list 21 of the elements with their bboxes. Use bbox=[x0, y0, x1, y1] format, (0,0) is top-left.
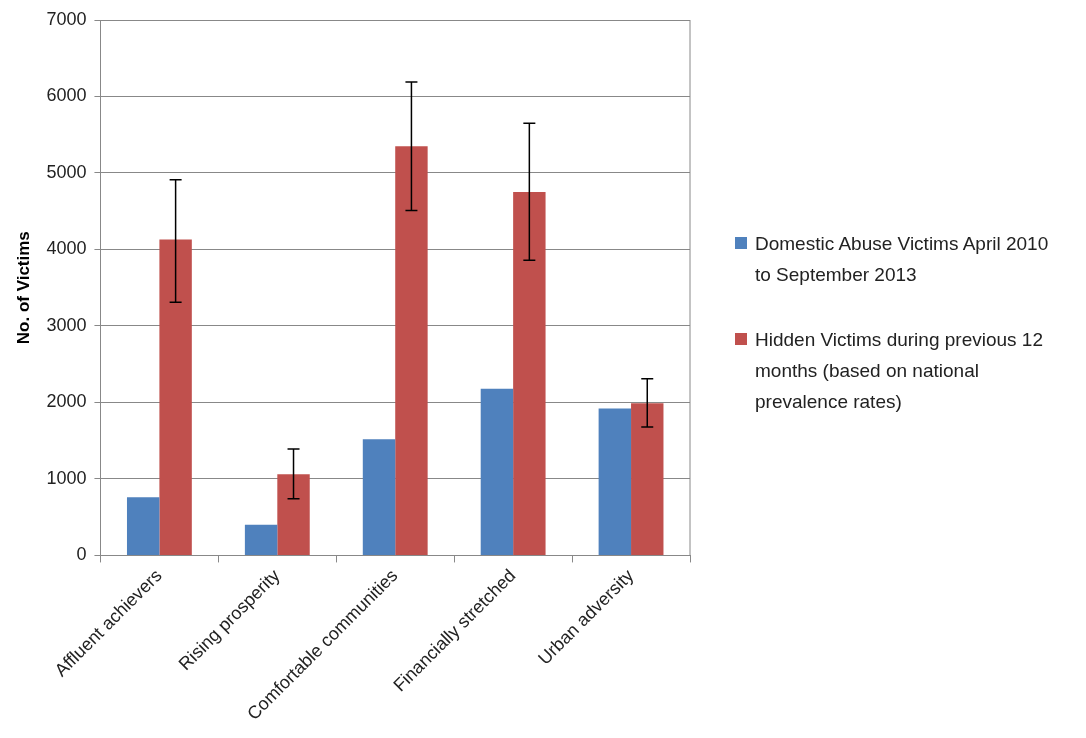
y-tick-label: 3000 bbox=[46, 314, 87, 335]
bar bbox=[513, 192, 546, 555]
y-tick-label: 5000 bbox=[46, 161, 87, 182]
y-tick-label: 7000 bbox=[46, 8, 87, 29]
legend-label: Domestic Abuse Victims April 2010 to September 2013 bbox=[755, 232, 1050, 287]
y-tick-label: 4000 bbox=[46, 238, 87, 259]
bar bbox=[598, 408, 632, 555]
bar bbox=[159, 239, 192, 555]
y-tick-label: 0 bbox=[76, 544, 87, 565]
legend-label: Hidden Victims during previous 12 months (based on national prevalence rates) bbox=[755, 328, 1044, 414]
bar bbox=[395, 146, 428, 555]
y-axis-title: No. of Victims bbox=[13, 231, 33, 345]
bar bbox=[480, 388, 514, 555]
bar bbox=[631, 403, 664, 555]
y-tick-label: 6000 bbox=[46, 85, 87, 106]
bar bbox=[277, 474, 310, 555]
bar bbox=[362, 439, 396, 555]
y-tick-label: 1000 bbox=[46, 467, 87, 488]
bar bbox=[126, 497, 160, 555]
y-tick-label: 2000 bbox=[46, 391, 87, 412]
bar bbox=[244, 524, 278, 555]
